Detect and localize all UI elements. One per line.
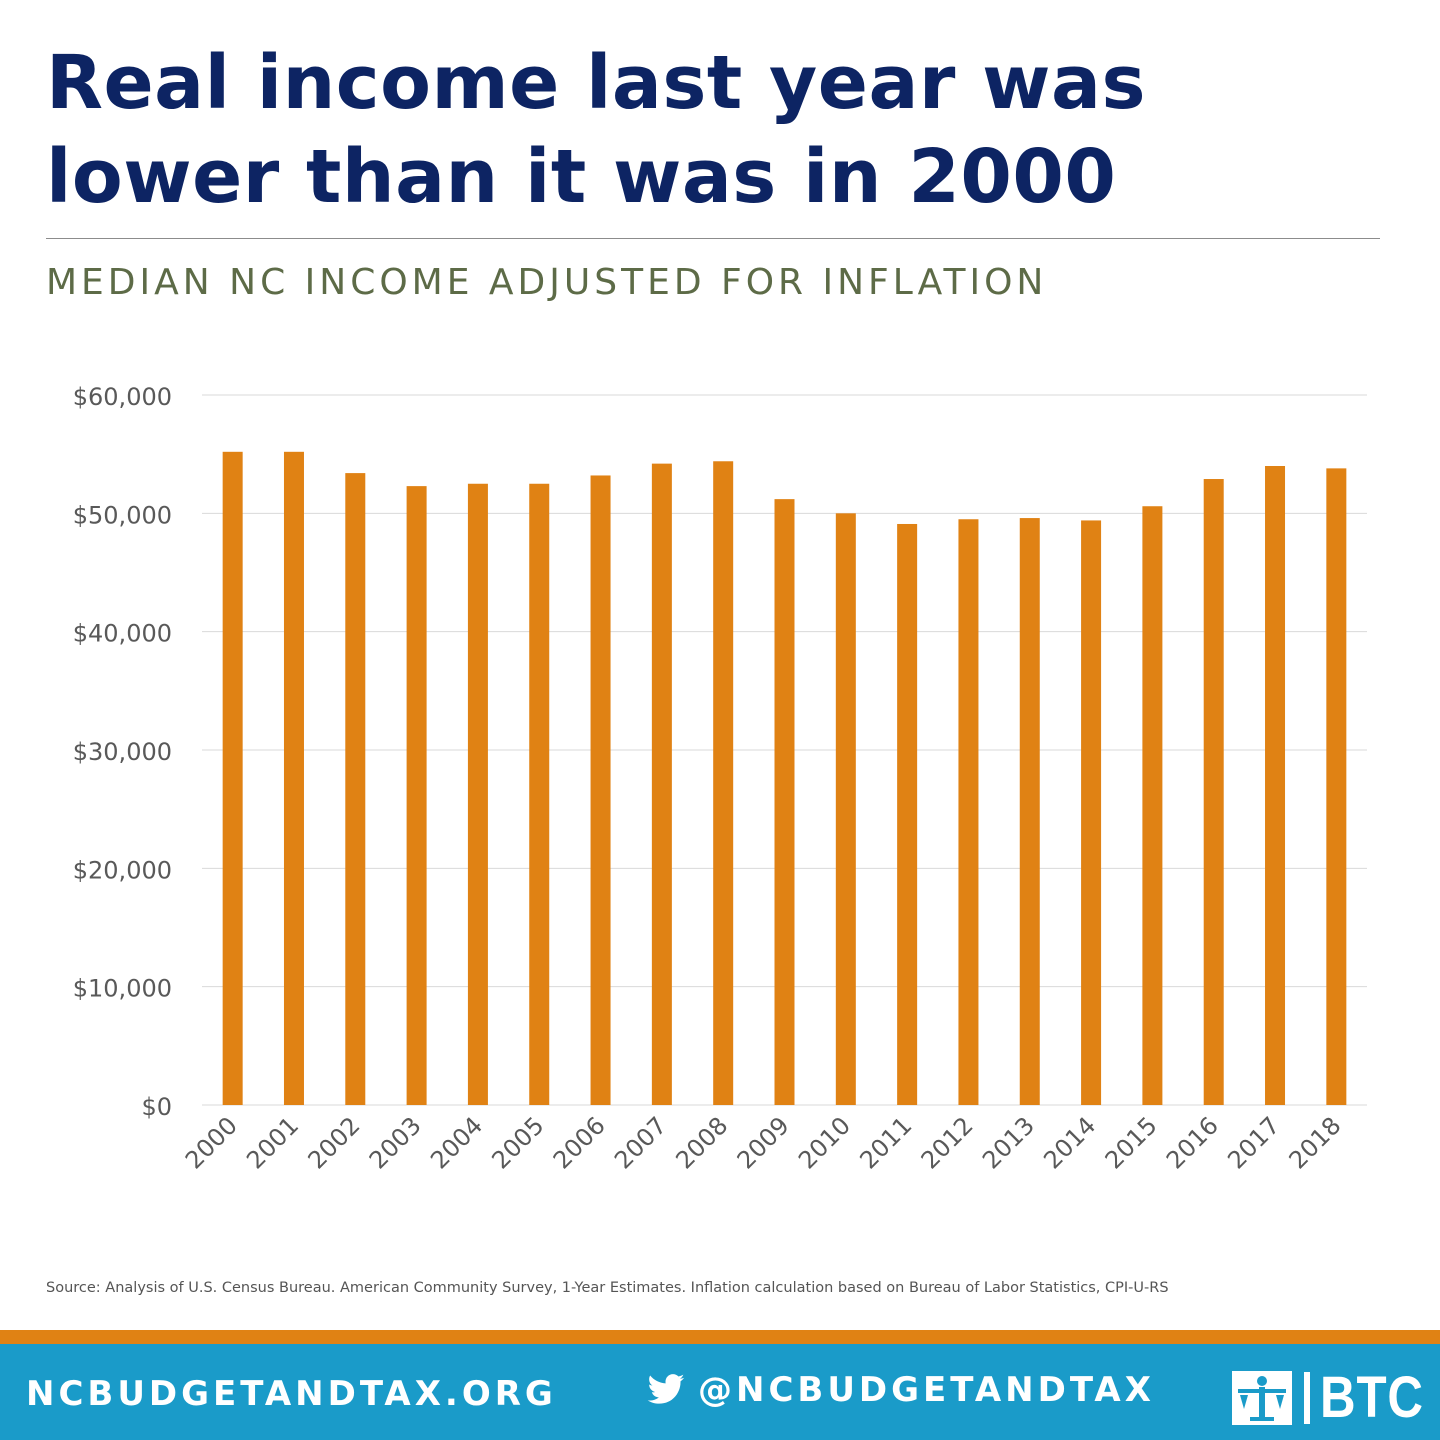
x-tick-label: 2006 [548,1111,611,1174]
x-tick-label: 2008 [670,1111,733,1174]
chart-subtitle: MEDIAN NC INCOME ADJUSTED FOR INFLATION [46,262,1048,303]
x-tick-label: 2002 [303,1111,366,1174]
headline: Real income last year was lower than it … [46,36,1406,224]
x-tick-label: 2004 [425,1111,488,1174]
x-tick-label: 2014 [1038,1111,1101,1174]
source-note: Source: Analysis of U.S. Census Bureau. … [46,1280,1169,1296]
bar-2010 [835,513,856,1105]
y-tick-label: $20,000 [73,856,172,884]
twitter-handle: @NCBUDGETANDTAX [698,1370,1155,1410]
y-tick-label: $30,000 [73,738,172,766]
x-tick-label: 2007 [609,1111,672,1174]
y-tick-label: $10,000 [73,975,172,1003]
headline-line-1: Real income last year was [46,40,1146,126]
y-tick-label: $40,000 [73,620,172,648]
bar-2012 [958,519,979,1105]
bar-2018 [1326,468,1347,1105]
x-tick-label: 2018 [1284,1111,1347,1174]
x-tick-label: 2011 [854,1111,917,1174]
y-tick-label: $50,000 [73,501,172,529]
footer-bar: NCBUDGETANDTAX.ORG @NCBUDGETANDTAX BTC [0,1344,1440,1440]
bar-2015 [1142,506,1163,1105]
x-tick-label: 2009 [732,1111,795,1174]
bar-2004 [467,483,488,1105]
x-tick-label: 2010 [793,1111,856,1174]
y-tick-label: $60,000 [73,383,172,411]
x-tick-label: 2001 [241,1111,304,1174]
x-tick-label: 2000 [180,1111,243,1174]
x-tick-label: 2005 [486,1111,549,1174]
bar-2005 [529,483,550,1105]
x-tick-label: 2017 [1222,1111,1285,1174]
bar-2011 [897,523,918,1105]
bar-2017 [1265,466,1286,1105]
bar-2002 [345,473,366,1106]
bar-2001 [283,451,304,1105]
bar-chart: $0 $10,000 $20,000 $30,000 $40,000 $50,000 $60… [73,383,1367,1174]
btc-logo-icon [1232,1370,1292,1425]
logo-divider [1304,1371,1310,1424]
bar-2009 [774,499,795,1106]
x-tick-label: 2016 [1161,1111,1224,1174]
bar-2006 [590,475,611,1105]
x-tick-label: 2015 [1100,1111,1163,1174]
website-link[interactable]: NCBUDGETANDTAX.ORG [26,1374,557,1414]
x-tick-label: 2013 [977,1111,1040,1174]
footer-accent-stripe [0,1330,1440,1344]
twitter-icon [647,1374,685,1404]
bar-2000 [222,451,243,1105]
twitter-handle-link[interactable]: @NCBUDGETANDTAX [646,1370,1155,1410]
bar-2008 [713,461,734,1105]
x-tick-label: 2012 [916,1111,979,1174]
bar-2014 [1081,520,1102,1105]
btc-logo[interactable]: BTC [1230,1364,1440,1431]
bar-2013 [1019,518,1040,1105]
bar-2016 [1203,479,1224,1105]
x-tick-label: 2003 [364,1111,427,1174]
title-divider [46,238,1380,239]
bar-2003 [406,486,427,1105]
bar-2007 [651,463,672,1106]
logo-text: BTC [1320,1365,1424,1430]
y-tick-label: $0 [141,1093,172,1121]
headline-line-2: lower than it was in 2000 [46,134,1117,220]
